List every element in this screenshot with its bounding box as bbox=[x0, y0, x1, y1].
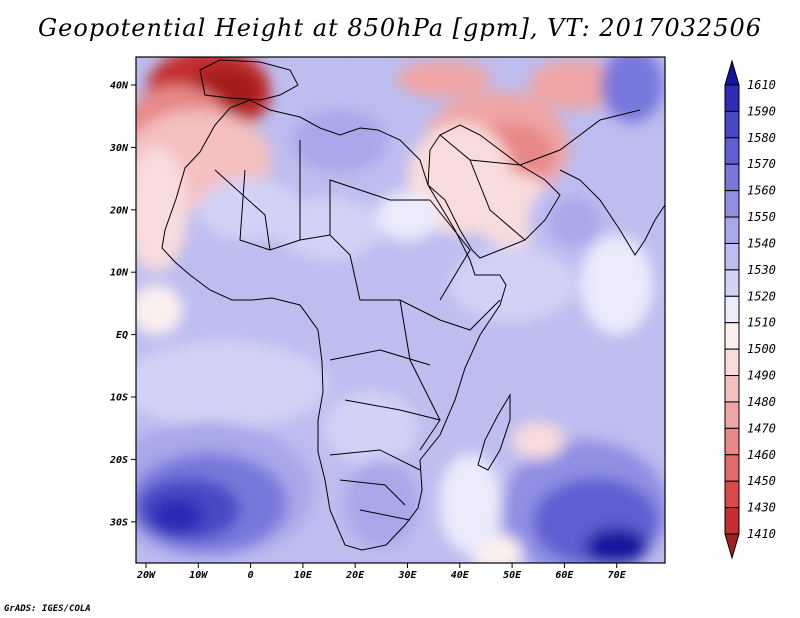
lat-tick-label: 30S bbox=[109, 517, 128, 528]
field-blob bbox=[136, 147, 188, 273]
field-blob bbox=[281, 66, 345, 104]
colorbar-level-label: 1550 bbox=[747, 210, 776, 224]
lon-tick-label: 0 bbox=[248, 570, 254, 581]
map-area bbox=[136, 57, 665, 563]
colorbar-swatch bbox=[724, 216, 740, 244]
lat-tick-label: 10S bbox=[110, 393, 128, 404]
colorbar-swatch bbox=[724, 375, 740, 403]
colorbar-level-label: 1490 bbox=[747, 369, 776, 383]
latitude-axis: 40N 30N 20N 10N EQ 10S 20S 30S bbox=[109, 81, 136, 528]
colorbar-top-arrow bbox=[724, 59, 740, 86]
lon-tick-label: 50E bbox=[503, 570, 522, 581]
lon-tick-label: 60E bbox=[555, 570, 574, 581]
colorbar-swatch bbox=[724, 507, 740, 535]
lat-tick-label: 30N bbox=[109, 143, 129, 154]
india-coastline bbox=[559, 169, 665, 256]
field-blob bbox=[344, 459, 418, 547]
arabia-coastline bbox=[427, 124, 561, 259]
longitude-axis: 20W 10W 0 10E 20E 30E 40E 50E 60E 70E bbox=[136, 563, 627, 581]
lon-tick-label: 30E bbox=[397, 570, 417, 581]
colorbar-bottom-arrow bbox=[724, 533, 740, 560]
height-field bbox=[136, 57, 665, 563]
lat-tick-label: 10N bbox=[110, 268, 129, 279]
colorbar-level-label: 1450 bbox=[747, 474, 776, 488]
colorbar-level-label: 1480 bbox=[747, 395, 776, 409]
colorbar-level-label: 1610 bbox=[747, 78, 776, 92]
colorbar-swatch bbox=[724, 269, 740, 297]
colorbar-level-label: 1470 bbox=[747, 421, 776, 435]
mideast-borders bbox=[439, 109, 641, 241]
field-blob bbox=[527, 60, 622, 110]
lat-tick-label: 20N bbox=[109, 205, 129, 216]
colorbar-swatch bbox=[724, 295, 740, 324]
lat-tick-label: EQ bbox=[116, 330, 128, 341]
lon-tick-label: 70E bbox=[608, 570, 627, 581]
map-frame bbox=[135, 56, 666, 564]
colorbar-level-label: 1500 bbox=[747, 342, 776, 356]
colorbar-level-label: 1510 bbox=[747, 316, 776, 330]
field-blob bbox=[438, 453, 502, 553]
field-blob bbox=[276, 197, 382, 260]
lon-tick-label: 40E bbox=[451, 570, 470, 581]
field-blob bbox=[548, 197, 602, 248]
field-blob bbox=[449, 247, 575, 323]
lon-tick-label: 10E bbox=[294, 570, 313, 581]
colorbar: 1410 1430 1450 1460 1470 1480 1490 1500 1510 1520… bbox=[724, 59, 776, 560]
colorbar-level-label: 1590 bbox=[747, 104, 776, 118]
coastlines-and-borders bbox=[161, 59, 665, 551]
field-blob bbox=[292, 109, 387, 173]
lon-tick-label: 10W bbox=[189, 570, 208, 581]
colorbar-swatch bbox=[724, 84, 740, 112]
field-blob bbox=[601, 57, 664, 123]
colorbar-level-label: 1430 bbox=[747, 501, 776, 515]
colorbar-level-label: 1540 bbox=[747, 236, 776, 250]
lat-tick-label: 40N bbox=[110, 81, 129, 92]
grads-credit: GrADS: IGES/COLA bbox=[4, 604, 91, 614]
colorbar-level-label: 1570 bbox=[747, 157, 776, 171]
colorbar-swatch bbox=[724, 163, 740, 192]
colorbar-level-label: 1410 bbox=[747, 527, 776, 541]
colorbar-swatch bbox=[724, 110, 740, 139]
colorbar-swatch bbox=[724, 401, 740, 429]
map-title: Geopotential Height at 850hPa [gpm], VT:… bbox=[38, 14, 762, 42]
field-blob bbox=[376, 191, 439, 241]
border-east bbox=[399, 199, 501, 421]
colorbar-level-label: 1460 bbox=[747, 448, 776, 462]
field-blob bbox=[151, 496, 204, 535]
colorbar-swatch bbox=[724, 348, 740, 377]
colorbar-level-label: 1580 bbox=[747, 131, 776, 145]
field-blob bbox=[512, 421, 565, 460]
colorbar-level-label: 1530 bbox=[747, 263, 776, 277]
border-west bbox=[214, 140, 361, 301]
colorbar-swatch bbox=[724, 190, 740, 218]
europe-coastline bbox=[199, 59, 299, 101]
field-blob bbox=[580, 234, 654, 335]
colorbar-swatch bbox=[724, 322, 740, 350]
madagascar-coastline bbox=[477, 393, 511, 471]
africa-coastline bbox=[161, 99, 507, 551]
lat-tick-label: 20S bbox=[109, 455, 128, 466]
lon-tick-label: 20E bbox=[345, 570, 365, 581]
colorbar-level-label: 1520 bbox=[747, 289, 776, 303]
lon-tick-label: 20W bbox=[136, 570, 156, 581]
field-blob bbox=[397, 60, 492, 98]
border-south bbox=[339, 479, 411, 521]
colorbar-swatch bbox=[724, 480, 740, 509]
field-blob bbox=[136, 284, 183, 335]
field-blob bbox=[376, 315, 471, 416]
colorbar-swatch bbox=[724, 427, 740, 456]
field-blob bbox=[136, 340, 330, 429]
colorbar-swatch bbox=[724, 454, 740, 482]
colorbar-swatch bbox=[724, 137, 740, 165]
colorbar-swatch bbox=[724, 242, 740, 271]
colorbar-level-label: 1560 bbox=[747, 184, 776, 198]
field-blob bbox=[585, 528, 649, 563]
field-blob bbox=[198, 178, 303, 241]
